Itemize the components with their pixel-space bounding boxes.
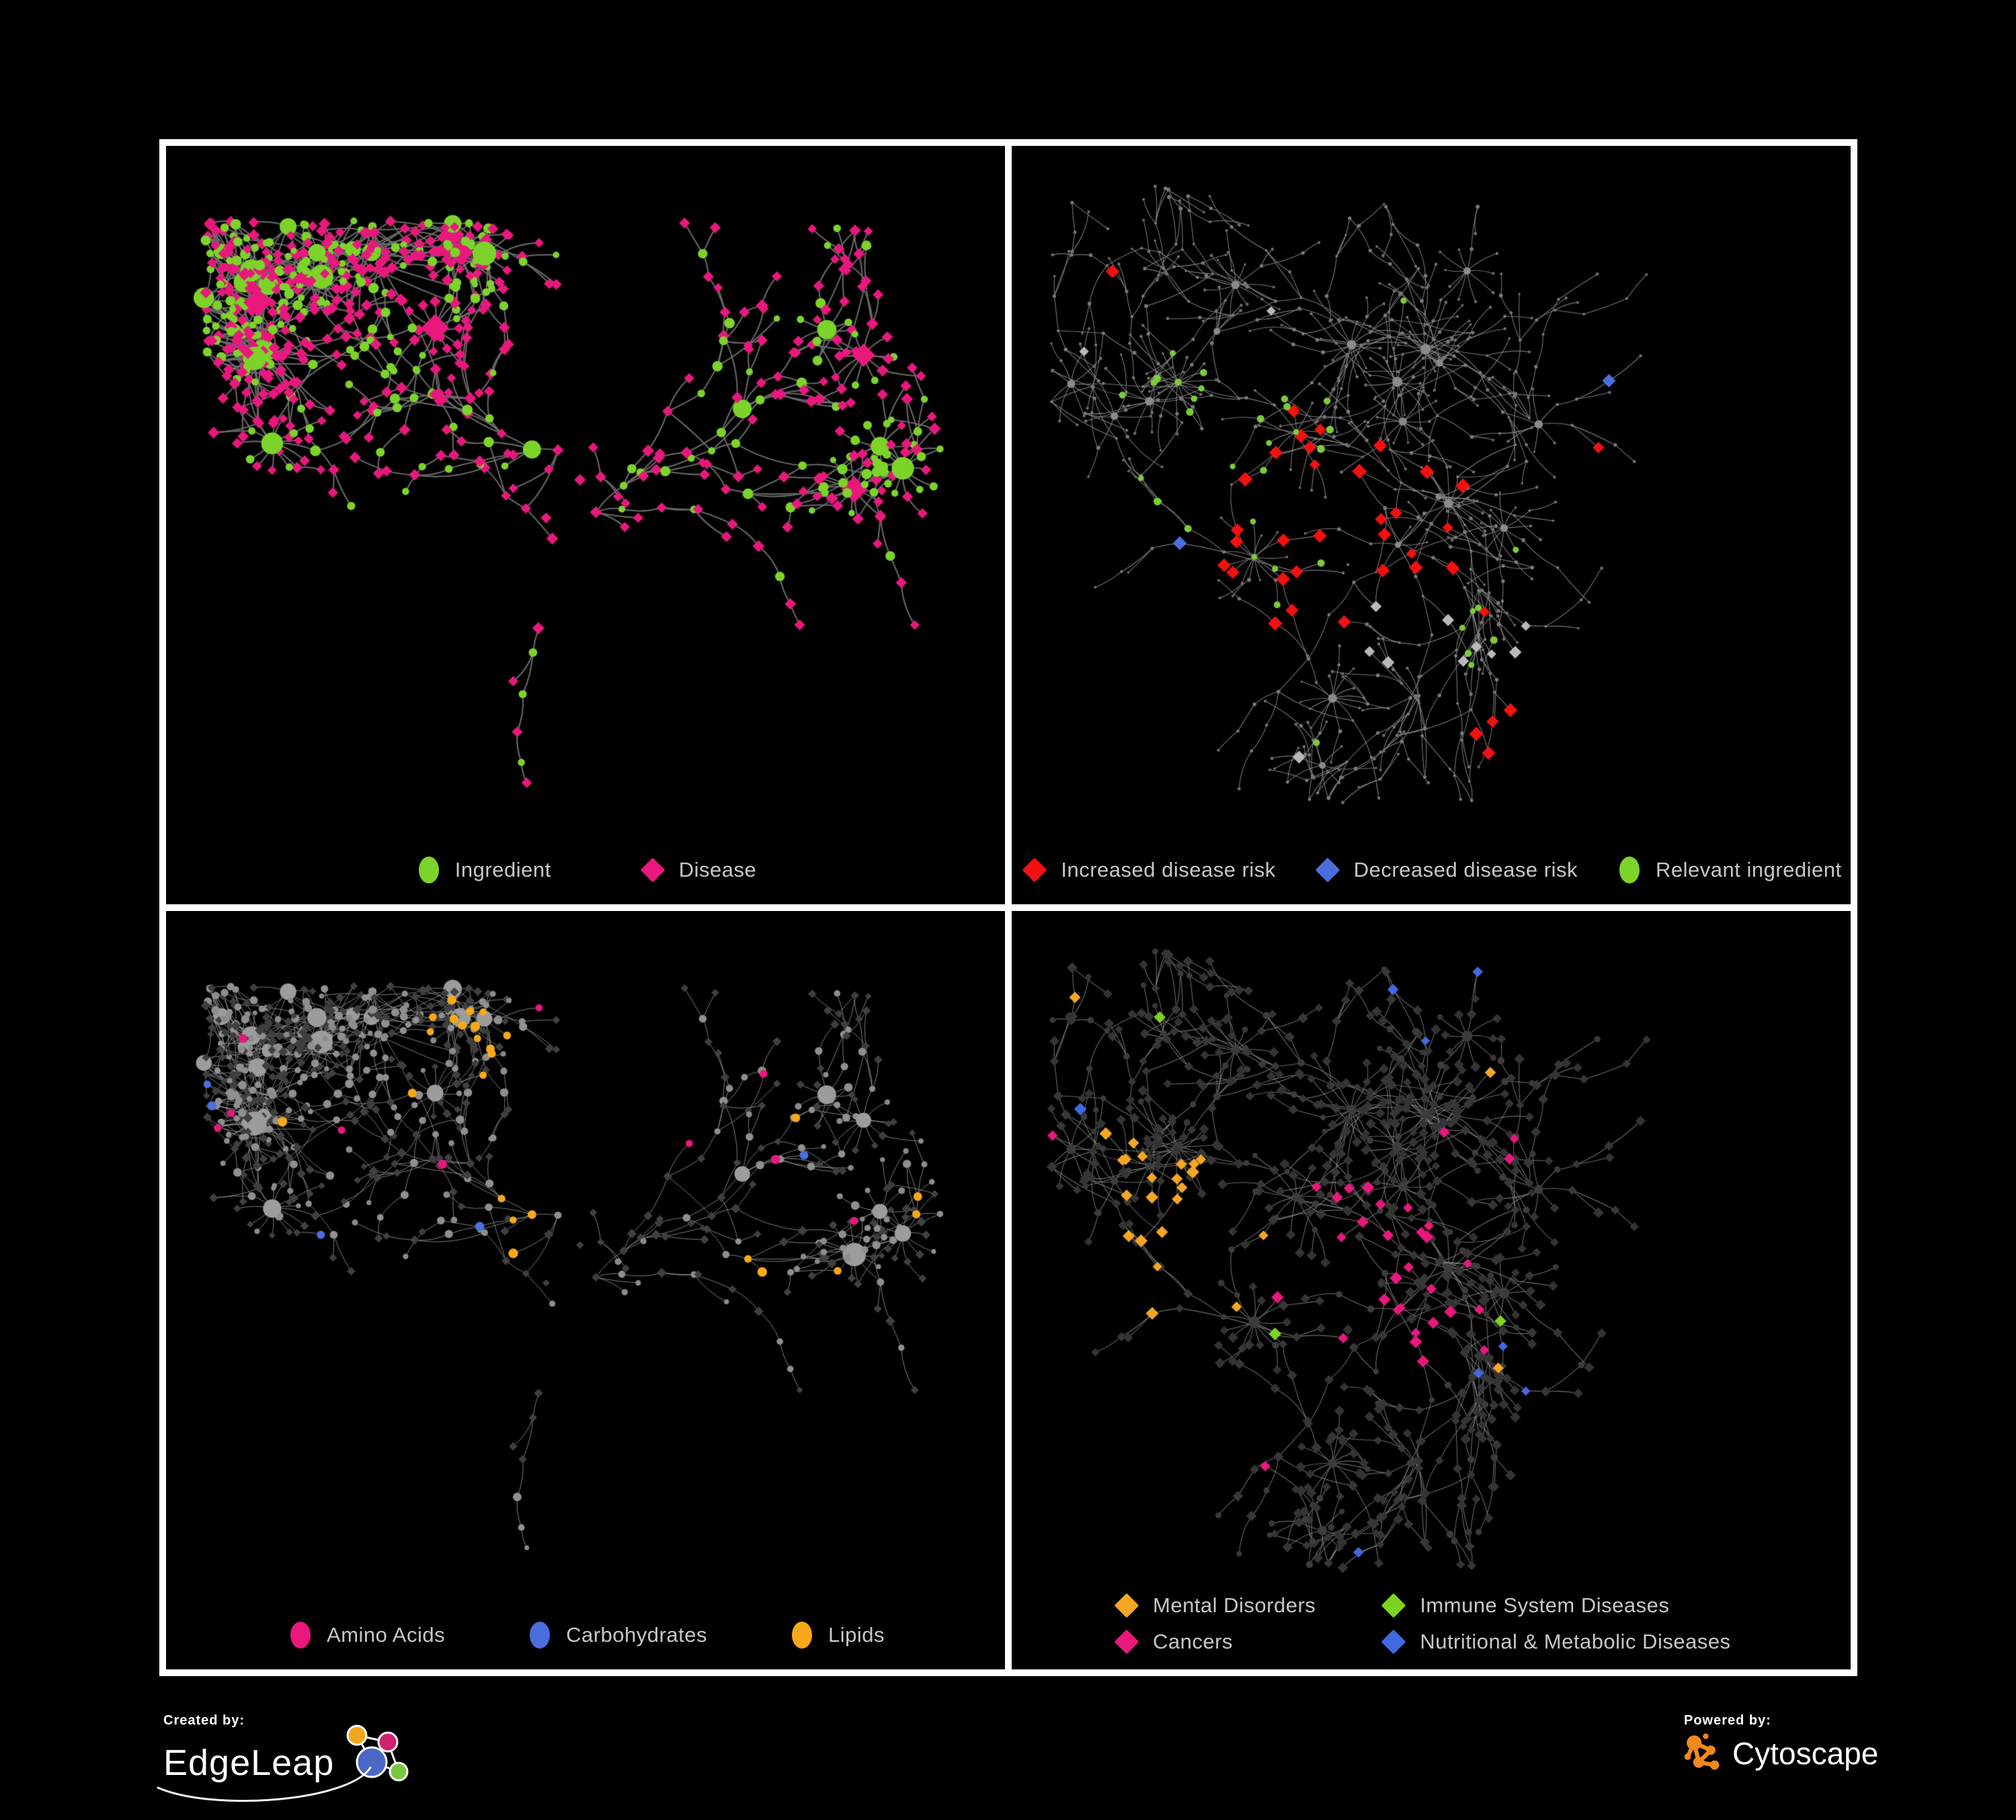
legend-label: Carbohydrates — [566, 1623, 707, 1647]
edgeleap-logo-icon — [346, 1725, 409, 1782]
legend-ingredient-disease: Ingredient Disease — [166, 856, 1005, 884]
cytoscape-credit: Powered by: Cytosc — [1684, 1713, 1878, 1774]
legend-label: Ingredient — [454, 858, 551, 881]
cytoscape-logo: Cytoscape — [1684, 1733, 1878, 1774]
disease-node-icon — [639, 856, 667, 884]
mental-disorders-node-icon — [1113, 1591, 1141, 1620]
legend-item-lipids: Lipids — [788, 1621, 885, 1649]
cytoscape-logo-icon — [1684, 1733, 1720, 1770]
legend-label: Nutritional & Metabolic Diseases — [1420, 1630, 1731, 1653]
edgeleap-logo: EdgeLeap — [157, 1725, 413, 1803]
panel-chemical-classes: Amino Acids Carbohydrates Lipids — [166, 911, 1005, 1669]
legend-item-increased-risk: Increased disease risk — [1020, 856, 1275, 884]
legend-item-cancers: Cancers — [1113, 1628, 1316, 1656]
legend-item-carbohydrates: Carbohydrates — [526, 1621, 707, 1649]
panel-disease-categories: Mental Disorders Immune System Diseases … — [1012, 911, 1851, 1669]
legend-item-disease: Disease — [639, 856, 757, 884]
panel-ingredient-disease: Ingredient Disease — [166, 146, 1005, 904]
panel-disease-risk: Increased disease risk Decreased disease… — [1012, 146, 1851, 904]
legend-item-decreased-risk: Decreased disease risk — [1314, 856, 1578, 884]
legend-item-relevant-ingredient: Relevant ingredient — [1615, 856, 1842, 884]
legend-label: Cancers — [1153, 1630, 1233, 1653]
legend-label: Amino Acids — [327, 1623, 446, 1647]
legend-label: Immune System Diseases — [1420, 1593, 1670, 1617]
network-graph-disease-risk — [1012, 146, 1851, 904]
created-by-label: Created by: — [163, 1713, 245, 1728]
panel-grid: Ingredient Disease Increased disease ris… — [159, 139, 1857, 1676]
cytoscape-wordmark: Cytoscape — [1732, 1736, 1879, 1771]
legend-item-nutritional-metabolic-diseases: Nutritional & Metabolic Diseases — [1379, 1628, 1730, 1656]
legend-item-amino-acids: Amino Acids — [286, 1621, 445, 1649]
carbohydrates-node-icon — [526, 1621, 554, 1649]
legend-label: Mental Disorders — [1153, 1593, 1316, 1617]
relevant-ingredient-node-icon — [1615, 856, 1644, 884]
powered-by-label: Powered by: — [1684, 1713, 1771, 1728]
ingredient-node-icon — [415, 856, 443, 884]
edgeleap-wordmark: EdgeLeap — [163, 1743, 335, 1783]
legend-item-ingredient: Ingredient — [415, 856, 551, 884]
legend-label: Lipids — [828, 1623, 885, 1647]
legend-label: Increased disease risk — [1061, 858, 1276, 881]
decreased-risk-node-icon — [1314, 856, 1342, 884]
legend-disease-categories: Mental Disorders Immune System Diseases … — [1012, 1591, 1851, 1656]
cancers-node-icon — [1113, 1628, 1141, 1656]
legend-label: Relevant ingredient — [1656, 858, 1842, 881]
network-graph-ingredient-disease — [166, 146, 1005, 904]
lipids-node-icon — [788, 1621, 816, 1649]
legend-label: Decreased disease risk — [1353, 858, 1578, 881]
legend-disease-risk: Increased disease risk Decreased disease… — [1012, 856, 1851, 884]
network-graph-disease-categories — [1012, 911, 1851, 1669]
legend-item-mental-disorders: Mental Disorders — [1113, 1591, 1316, 1620]
amino-acids-node-icon — [286, 1621, 315, 1649]
legend-item-immune-system-diseases: Immune System Diseases — [1379, 1591, 1730, 1620]
immune-system-diseases-node-icon — [1379, 1591, 1408, 1620]
legend-label: Disease — [678, 858, 757, 881]
edgeleap-credit: Created by: EdgeLeap — [157, 1713, 413, 1803]
network-graph-chemical-classes — [166, 911, 1005, 1669]
increased-risk-node-icon — [1020, 856, 1049, 884]
legend-chemical-classes: Amino Acids Carbohydrates Lipids — [166, 1621, 1005, 1649]
nutritional-metabolic-diseases-node-icon — [1379, 1628, 1408, 1656]
